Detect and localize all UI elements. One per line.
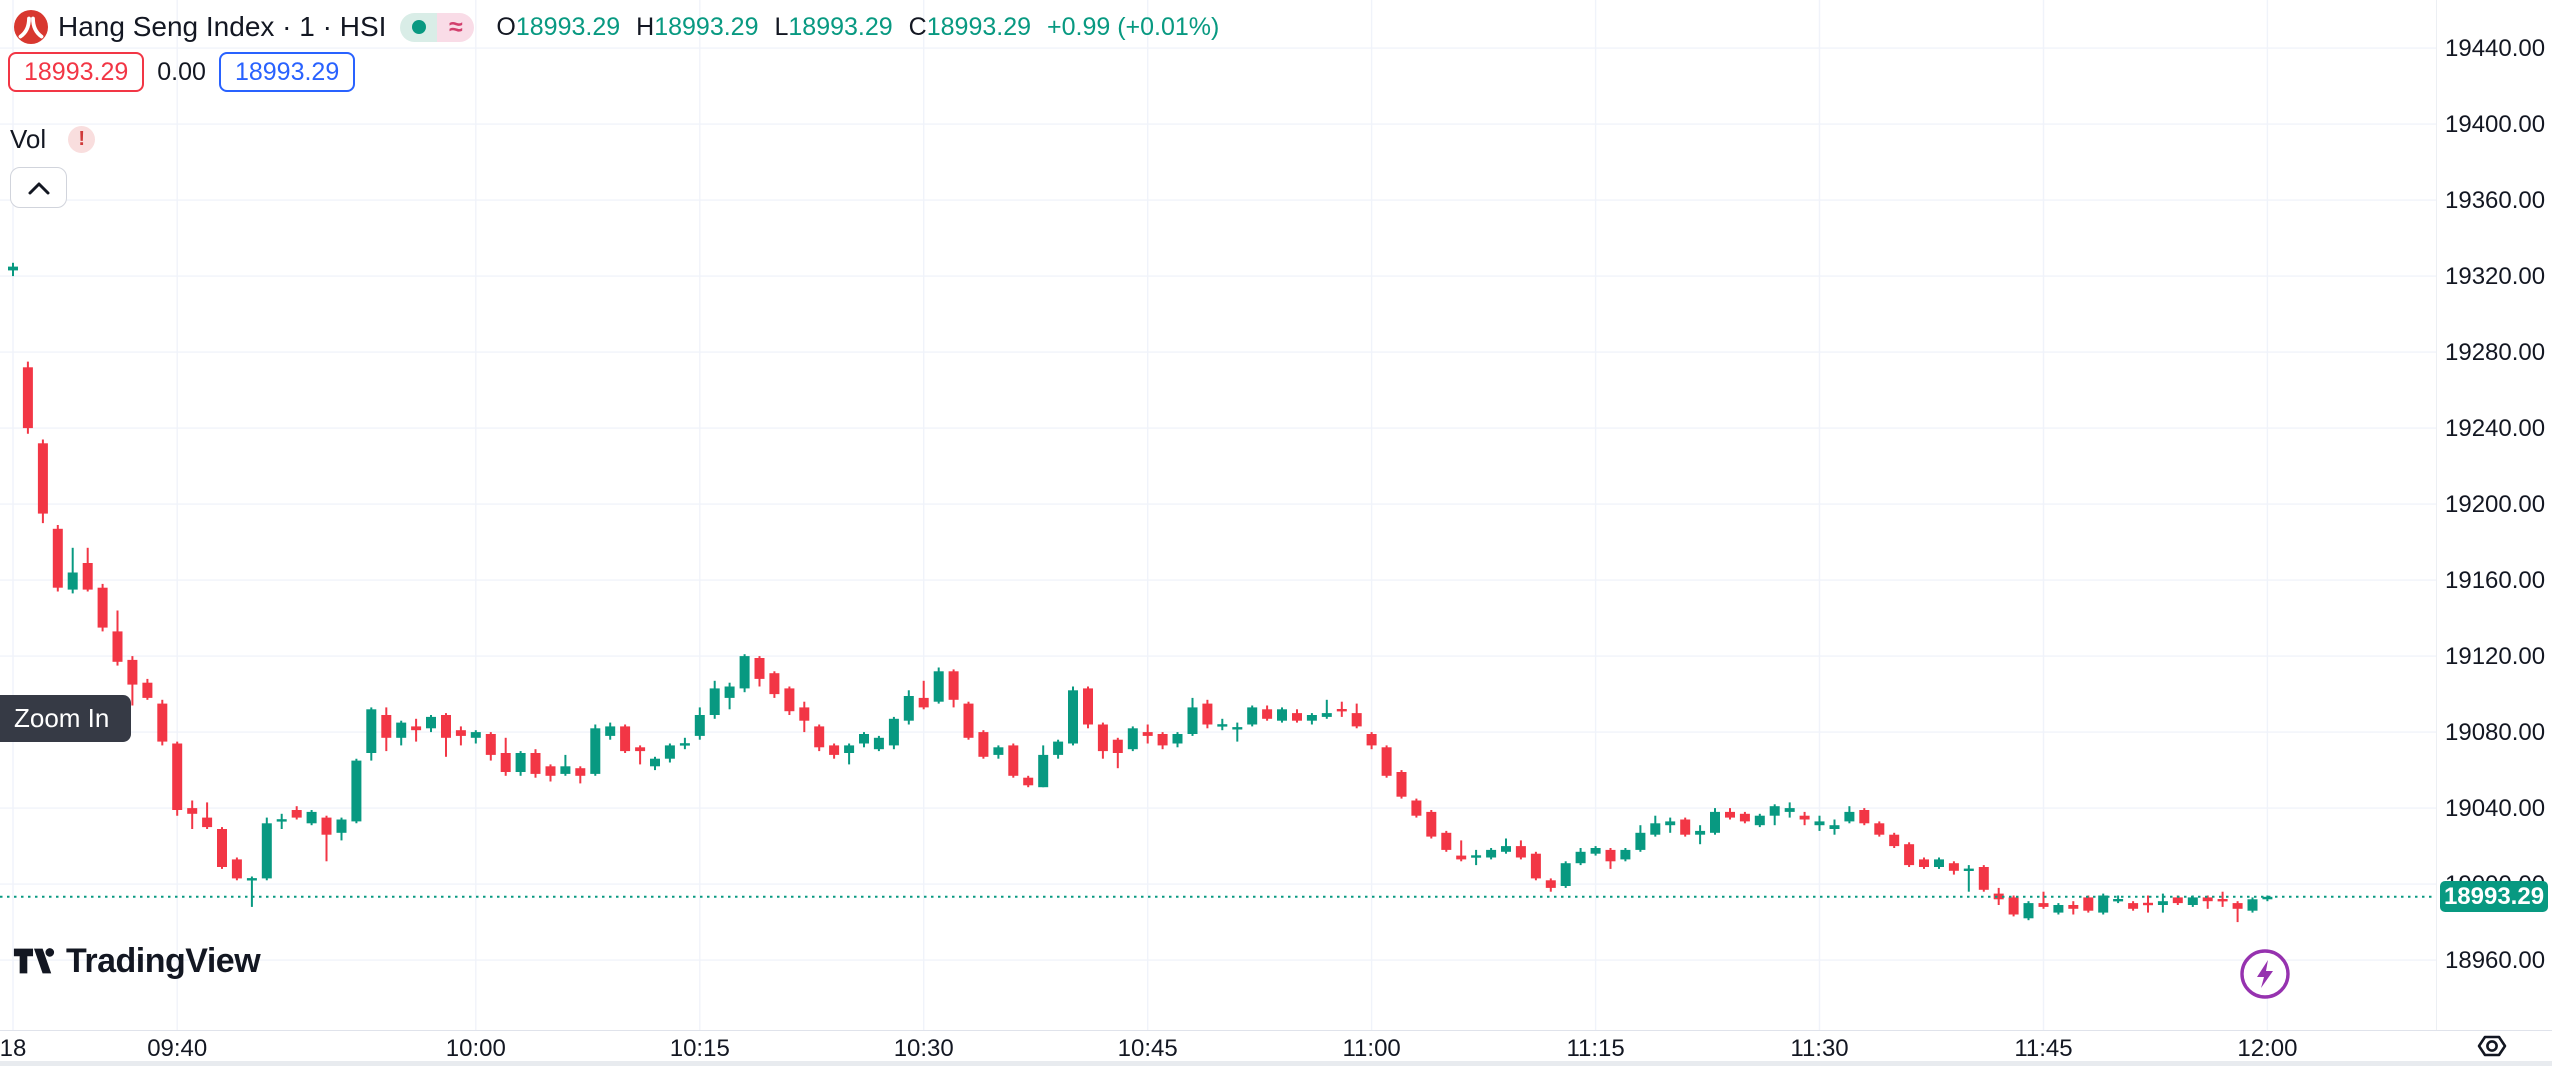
price-tick-label: 19440.00 — [2445, 35, 2546, 63]
trade-price-row: 18993.29 0.00 18993.29 — [8, 52, 356, 92]
boost-button[interactable] — [2238, 947, 2292, 1001]
time-tick-label: 10:15 — [669, 1035, 730, 1062]
low-label: L — [774, 12, 789, 41]
price-axis[interactable]: 19440.00 19400.00 19360.00 19320.00 19280.00… — [2436, 0, 2552, 1030]
low-value: 18993.29 — [788, 12, 893, 41]
chart-pane[interactable]: Hang Seng Index · 1 · HSI ≈ O18993.29 H1… — [0, 0, 2436, 1030]
price-tick-label: 19200.00 — [2445, 491, 2546, 519]
tradingview-glyph-icon — [13, 948, 55, 974]
approx-icon: ≈ — [449, 12, 463, 41]
market-open-indicator — [400, 12, 438, 42]
time-tick-label: 18 — [0, 1035, 27, 1062]
time-tick-label: 09:40 — [147, 1035, 208, 1062]
buy-price-button[interactable]: 18993.29 — [218, 52, 356, 92]
market-status-pill[interactable]: ≈ — [400, 12, 475, 42]
time-tick-label: 11:15 — [1566, 1035, 1625, 1062]
tradingview-logo[interactable]: TradingView — [12, 941, 261, 981]
price-tick-label: 19120.00 — [2445, 643, 2546, 671]
chart-settings-button[interactable] — [2472, 1031, 2512, 1064]
time-tick-label: 10:45 — [1117, 1035, 1178, 1062]
time-tick-label: 11:45 — [2014, 1035, 2073, 1062]
lightning-icon — [2240, 949, 2290, 999]
tradingview-wordmark: TradingView — [66, 941, 261, 980]
open-value: 18993.29 — [515, 12, 621, 41]
volume-row: Vol ! — [10, 124, 96, 155]
price-tick-label: 19080.00 — [2445, 719, 2546, 747]
time-tick-label: 10:00 — [445, 1035, 506, 1062]
symbol-title[interactable]: Hang Seng Index · 1 · HSI — [58, 11, 387, 42]
time-axis[interactable]: 18 09:40 10:00 10:15 10:30 10:45 11:00 11:15 11:… — [0, 1030, 2436, 1062]
spread-value: 0.00 — [157, 57, 206, 86]
time-tick-label: 11:30 — [1790, 1035, 1849, 1062]
hsi-symbol-logo — [14, 10, 48, 44]
collapse-legend-button[interactable] — [10, 167, 67, 208]
volume-warning-icon[interactable]: ! — [68, 126, 96, 153]
gear-icon — [2477, 1035, 2507, 1057]
last-price-label: 18993.29 — [2440, 881, 2548, 913]
open-label: O — [496, 12, 516, 41]
window-edge-strip — [0, 1061, 2552, 1066]
close-label: C — [908, 12, 927, 41]
price-tick-label: 19360.00 — [2445, 187, 2546, 215]
price-tick-label: 19320.00 — [2445, 263, 2546, 291]
high-label: H — [636, 12, 655, 41]
price-tick-label: 19160.00 — [2445, 567, 2546, 595]
delayed-data-indicator: ≈ — [437, 12, 475, 42]
price-tick-label: 19280.00 — [2445, 339, 2546, 367]
time-tick-label: 12:00 — [2237, 1035, 2298, 1062]
price-tick-label: 19240.00 — [2445, 415, 2546, 443]
candlestick-chart[interactable] — [0, 0, 2436, 1030]
volume-label: Vol — [10, 124, 47, 154]
market-open-dot-icon — [411, 20, 426, 34]
zoom-in-tooltip: Zoom In — [0, 695, 132, 742]
sell-price-button[interactable]: 18993.29 — [8, 52, 145, 92]
legend-row: Hang Seng Index · 1 · HSI ≈ O18993.29 H1… — [14, 8, 1219, 46]
time-tick-label: 11:00 — [1342, 1035, 1401, 1062]
ohlc-readout: O18993.29 H18993.29 L18993.29 C18993.29 … — [496, 13, 1219, 42]
close-value: 18993.29 — [926, 12, 1032, 41]
time-tick-label: 10:30 — [893, 1035, 954, 1062]
price-tick-label: 19040.00 — [2445, 795, 2546, 823]
price-tick-label: 19400.00 — [2445, 111, 2546, 139]
price-tick-label: 18960.00 — [2445, 947, 2546, 975]
change-value: +0.99 (+0.01%) — [1047, 12, 1220, 41]
high-value: 18993.29 — [654, 12, 759, 41]
axis-corner — [2436, 1030, 2552, 1062]
chevron-up-icon — [28, 182, 49, 194]
